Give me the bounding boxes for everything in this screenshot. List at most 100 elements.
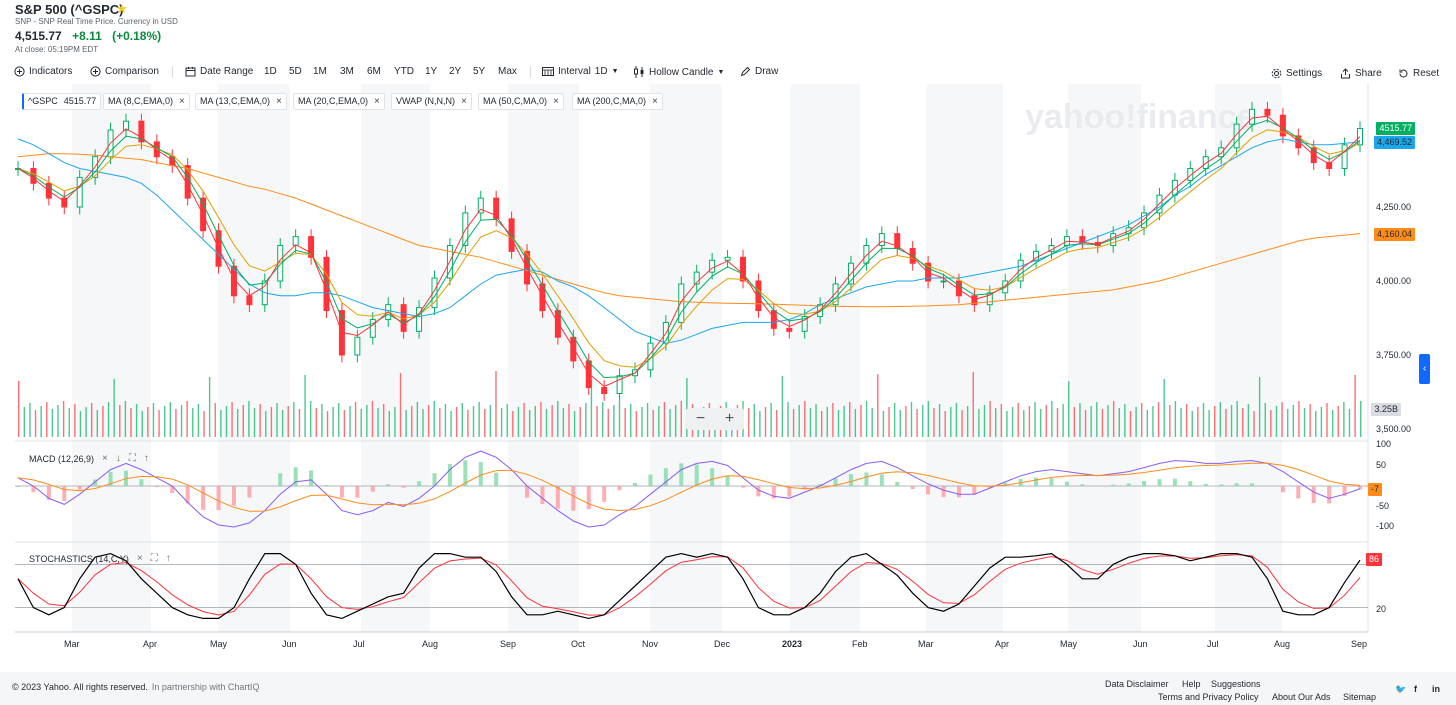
month-label: Mar [64, 639, 80, 649]
arrow-down-icon[interactable]: ↓ [115, 453, 121, 464]
footer-link[interactable]: Data Disclaimer [1105, 679, 1169, 689]
macd-legend[interactable]: MACD (12,26,9) × ↓ ⛶ ↑ [29, 453, 149, 464]
legend-study[interactable]: VWAP (N,N,N) × [391, 93, 472, 110]
macd-histogram-bar [787, 486, 792, 497]
zoom-in-button[interactable]: + [724, 410, 735, 427]
macd-histogram-bar [1003, 482, 1008, 486]
volume-bar [686, 378, 688, 437]
close-icon[interactable]: × [553, 96, 559, 107]
footer-link[interactable]: Help [1182, 679, 1201, 689]
macd-histogram-bar [633, 482, 638, 486]
volume-bar [1320, 407, 1323, 437]
candle-body [1249, 108, 1256, 125]
macd-histogram-bar [910, 486, 915, 490]
candle-body [940, 280, 947, 283]
volume-bar [141, 411, 143, 437]
month-band [650, 84, 722, 632]
macd-histogram-bar [216, 486, 221, 511]
expand-icon[interactable]: ⛶ [128, 453, 136, 464]
range-ytd[interactable]: YTD [394, 66, 414, 77]
macd-histogram-bar [417, 481, 422, 486]
star-icon[interactable]: ★ [116, 1, 128, 16]
legend-study[interactable]: MA (8,C,EMA,0) × [103, 93, 190, 110]
volume-bar [1157, 402, 1160, 437]
volume-bar [439, 408, 441, 437]
range-max[interactable]: Max [498, 66, 517, 77]
comparison-button[interactable]: Comparison [90, 66, 159, 77]
candle-body [801, 316, 808, 332]
volume-bar [495, 371, 497, 437]
legend-symbol-name: ^GSPC [28, 96, 58, 106]
range-5d[interactable]: 5D [289, 66, 302, 77]
draw-button[interactable]: Draw [740, 66, 778, 77]
range-6m[interactable]: 6M [367, 66, 381, 77]
macd-histogram-bar [555, 486, 560, 509]
close-icon[interactable]: × [179, 96, 185, 107]
month-label: Jun [282, 639, 297, 649]
range-1d[interactable]: 1D [264, 66, 277, 77]
candle-body [122, 120, 129, 131]
close-icon[interactable]: × [374, 96, 380, 107]
settings-button[interactable]: Settings [1271, 68, 1322, 79]
close-icon[interactable]: × [102, 453, 108, 464]
twitter-icon[interactable]: 🐦 [1395, 684, 1407, 694]
arrow-up-icon[interactable]: ↑ [165, 553, 171, 564]
range-1m[interactable]: 1M [313, 66, 327, 77]
candle-body [955, 280, 962, 297]
volume-bar [1023, 410, 1025, 437]
close-icon[interactable]: × [276, 96, 282, 107]
legend-study[interactable]: MA (200,C,MA,0) × [572, 93, 663, 110]
reset-button[interactable]: Reset [1398, 68, 1439, 79]
volume-bar [399, 373, 402, 437]
interval-dropdown[interactable]: Interval 1D ▼ [542, 66, 619, 77]
volume-bar [1315, 411, 1317, 437]
legend-symbol[interactable]: ^GSPC 4515.77 [22, 93, 102, 110]
range-3m[interactable]: 3M [340, 66, 354, 77]
macd-histogram-bar [818, 484, 823, 486]
volume-bars [18, 371, 1362, 437]
close-icon[interactable]: × [461, 96, 467, 107]
candle-body [616, 375, 623, 394]
volume-bar [618, 401, 621, 437]
macd-histogram-bar [771, 486, 776, 499]
footer-link[interactable]: About Our Ads [1272, 692, 1331, 702]
footer-link[interactable]: Suggestions [1211, 679, 1261, 689]
close-icon[interactable]: × [652, 96, 658, 107]
range-1y[interactable]: 1Y [425, 66, 438, 77]
arrow-up-icon[interactable]: ↑ [143, 453, 149, 464]
stochastics-legend[interactable]: STOCHASTICS (14,C,Y) × ⛶ ↑ [29, 553, 171, 564]
chart-type-dropdown[interactable]: Hollow Candle ▼ [633, 66, 724, 78]
volume-bar [1202, 403, 1205, 437]
study-label: MA (8,C,EMA,0) [108, 96, 174, 106]
volume-bar [1129, 411, 1132, 437]
close-icon[interactable]: × [136, 553, 143, 564]
legend-study[interactable]: MA (13,C,EMA,0) × [195, 93, 287, 110]
candle-body [169, 156, 176, 167]
macd-histogram-bar [1311, 486, 1316, 503]
indicators-button[interactable]: Indicators [14, 66, 72, 77]
stock-chart[interactable]: yahoo!finance [0, 84, 1456, 640]
footer-link[interactable]: Terms and Privacy Policy [1158, 692, 1259, 702]
volume-bar [163, 406, 166, 437]
legend-study[interactable]: MA (20,C,EMA,0) × [293, 93, 385, 110]
footer-link[interactable]: Sitemap [1343, 692, 1377, 702]
expand-icon[interactable]: ⛶ [150, 553, 158, 564]
legend-study[interactable]: MA (50,C,MA,0) × [478, 93, 564, 110]
date-range-button[interactable]: Date Range [185, 66, 253, 77]
collapse-panel-button[interactable]: ‹ [1419, 354, 1430, 384]
volume-bar [955, 403, 958, 437]
plus-circle-icon [14, 66, 25, 77]
volume-bar [394, 407, 396, 437]
range-5y[interactable]: 5Y [473, 66, 486, 77]
facebook-icon[interactable]: f [1414, 684, 1417, 694]
volume-bar [585, 403, 587, 437]
volume-bar [590, 380, 593, 437]
macd-histogram-bar [185, 486, 190, 504]
share-button[interactable]: Share [1340, 68, 1382, 79]
macd-histogram-bar [895, 481, 900, 486]
zoom-out-button[interactable]: − [695, 410, 706, 427]
macd-histogram-bar [848, 474, 853, 486]
linkedin-icon[interactable]: in [1432, 684, 1440, 694]
month-label: May [1060, 639, 1078, 649]
range-2y[interactable]: 2Y [449, 66, 462, 77]
